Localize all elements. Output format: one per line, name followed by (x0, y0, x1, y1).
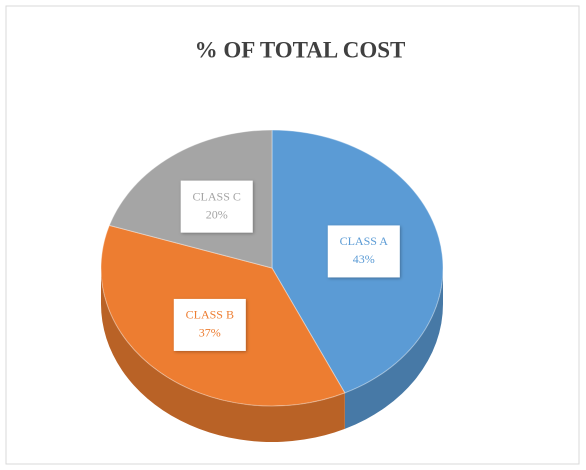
label-category: CLASS B (186, 308, 234, 322)
label-value: 37% (199, 326, 221, 340)
label-box (180, 180, 253, 233)
slice-side (344, 268, 443, 429)
chart-title: % OF TOTAL COST (195, 37, 406, 62)
label-box (327, 225, 400, 278)
data-label: CLASS A 43% (327, 225, 400, 278)
label-category: CLASS C (193, 189, 241, 203)
data-label: CLASS C 20% (180, 180, 253, 233)
data-label: CLASS B 37% (173, 298, 246, 351)
label-value: 20% (206, 207, 228, 221)
slice-side (101, 268, 345, 442)
label-category: CLASS A (340, 234, 389, 248)
label-value: 43% (353, 252, 375, 266)
label-box (173, 298, 246, 351)
